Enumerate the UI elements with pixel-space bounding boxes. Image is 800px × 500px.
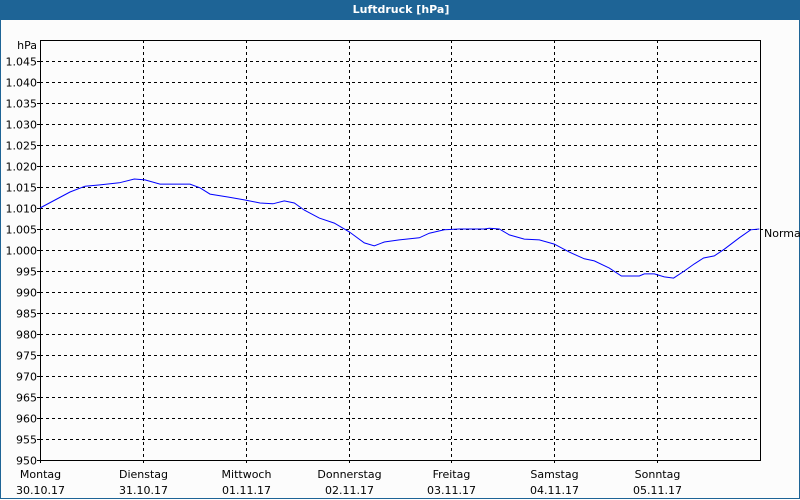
- chart-title: Luftdruck [hPa]: [1, 0, 800, 20]
- series: [39, 178, 760, 279]
- y-tick-label: 970: [16, 371, 37, 384]
- y-tick-label: 1.020: [6, 161, 38, 174]
- plot-frame: [40, 40, 761, 461]
- y-tick-label: 1.035: [6, 98, 38, 111]
- x-tick-label-day: Sonntag: [635, 468, 681, 481]
- y-tick-label: 1.040: [6, 77, 38, 90]
- y-tick-label: 990: [16, 287, 37, 300]
- y-tick-label: 1.005: [6, 224, 38, 237]
- y-tick-label: 950: [16, 455, 37, 468]
- x-tick-label-date: 02.11.17: [325, 484, 374, 497]
- y-tick-label: 985: [16, 308, 37, 321]
- x-tick-label-day: Freitag: [433, 468, 471, 481]
- x-tick-label-day: Dienstag: [119, 468, 168, 481]
- x-axis: Montag 30.10.17 Dienstag 31.10.17 Mittwoch 01…: [16, 460, 682, 497]
- y-axis-label: hPa: [17, 39, 37, 52]
- x-tick-label-date: 03.11.17: [427, 484, 476, 497]
- y-tick-label: 1.000: [6, 245, 38, 258]
- x-tick-label-day: Mittwoch: [222, 468, 272, 481]
- grid: [40, 40, 760, 460]
- reference-line-normal: Normal: [760, 227, 800, 240]
- x-tick-label-day: Samstag: [530, 468, 578, 481]
- y-tick-label: 955: [16, 434, 37, 447]
- x-tick-label-day: Donnerstag: [317, 468, 381, 481]
- y-tick-label: 980: [16, 329, 37, 342]
- y-tick-label: 960: [16, 413, 37, 426]
- y-axis: hPa 950 955 960 965 970 975 980 985 990 995 1.000 1…: [6, 39, 40, 468]
- y-tick-label: 965: [16, 392, 37, 405]
- reference-label: Normal: [764, 227, 800, 240]
- y-tick-label: 975: [16, 350, 37, 363]
- y-tick-label: 1.045: [6, 56, 38, 69]
- x-tick-label-date: 05.11.17: [633, 484, 682, 497]
- y-tick-label: 1.015: [6, 182, 38, 195]
- y-tick-label: 1.030: [6, 119, 38, 132]
- x-tick-label-date: 01.11.17: [222, 484, 271, 497]
- y-tick-label: 1.010: [6, 203, 38, 216]
- pressure-line: [39, 178, 760, 279]
- x-tick-label-date: 31.10.17: [119, 484, 168, 497]
- y-tick-label: 995: [16, 266, 37, 279]
- y-tick-label: 1.025: [6, 140, 38, 153]
- x-tick-label-day: Montag: [20, 468, 61, 481]
- x-tick-label-date: 04.11.17: [530, 484, 579, 497]
- x-tick-label-date: 30.10.17: [16, 484, 65, 497]
